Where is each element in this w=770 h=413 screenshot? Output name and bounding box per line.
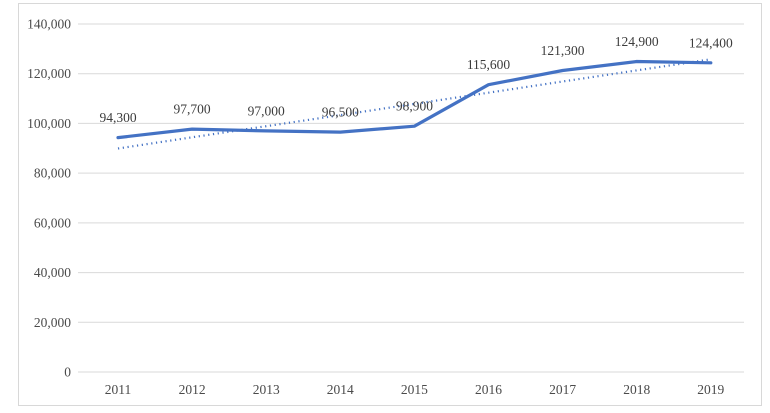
y-axis-tick-label: 40,000 [34, 265, 71, 280]
data-point-label: 121,300 [541, 43, 585, 58]
data-point-label: 124,900 [615, 34, 659, 49]
x-axis-tick-label: 2011 [105, 382, 132, 397]
x-axis-tick-label: 2013 [253, 382, 280, 397]
data-point-label: 97,000 [248, 103, 285, 118]
x-axis-tick-label: 2015 [401, 382, 428, 397]
x-axis-tick-label: 2014 [327, 382, 354, 397]
data-point-label: 124,400 [689, 35, 733, 50]
data-point-label: 96,500 [322, 105, 359, 120]
y-axis-tick-label: 80,000 [34, 166, 71, 181]
line-chart: 0 20,000 40,000 60,000 80,000 100,000 120,000 1… [27, 17, 744, 397]
data-point-label: 98,900 [396, 99, 433, 114]
data-series-line [116, 59, 713, 140]
x-axis-tick-label: 2012 [179, 382, 206, 397]
x-axis-tick-label: 2017 [549, 382, 576, 397]
y-axis-tick-label: 0 [64, 365, 71, 380]
y-axis-tick-label: 120,000 [27, 66, 71, 81]
data-point-label: 97,700 [174, 102, 211, 117]
y-axis-tick-label: 140,000 [27, 17, 71, 32]
trendline-dotted [117, 58, 711, 150]
x-axis-tick-label: 2018 [623, 382, 650, 397]
data-point-label: 115,600 [467, 57, 511, 72]
y-axis-tick-label: 20,000 [34, 315, 71, 330]
x-axis-tick-label: 2016 [475, 382, 502, 397]
chart-frame: 0 20,000 40,000 60,000 80,000 100,000 120,000 1… [18, 3, 762, 406]
y-axis-tick-label: 100,000 [27, 116, 71, 131]
x-axis-tick-label: 2019 [697, 382, 724, 397]
y-axis-tick-label: 60,000 [34, 215, 71, 230]
data-point-label: 94,300 [99, 110, 136, 125]
